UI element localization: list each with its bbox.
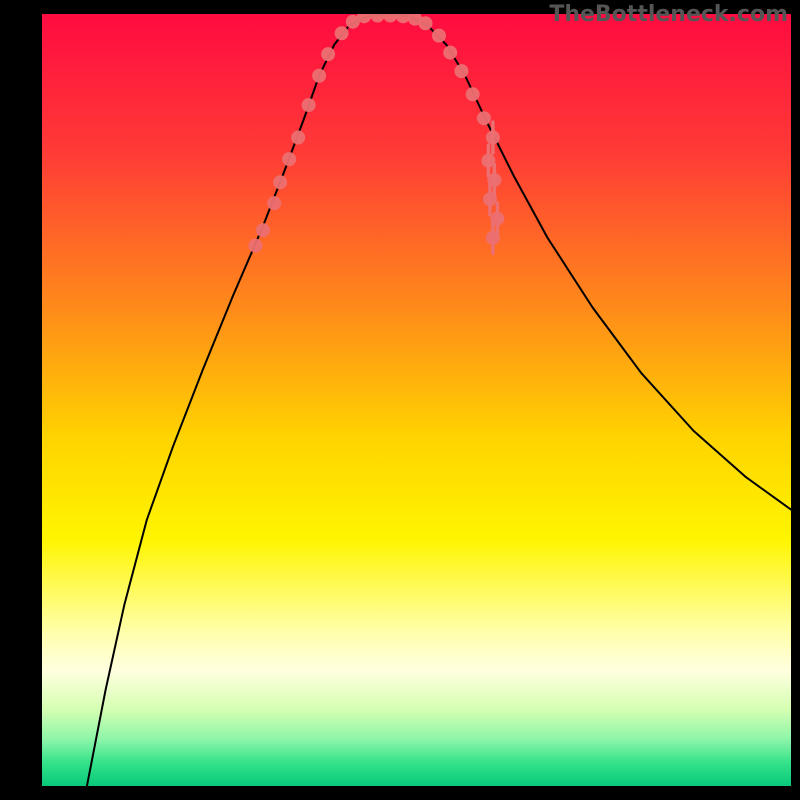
data-marker: [418, 16, 432, 30]
data-marker: [282, 152, 296, 166]
data-marker: [466, 87, 480, 101]
data-marker: [443, 46, 457, 60]
data-marker: [256, 223, 270, 237]
data-marker: [267, 196, 281, 210]
stage: TheBottleneck.com: [0, 0, 800, 800]
data-marker: [454, 64, 468, 78]
data-marker: [312, 69, 326, 83]
chart-plot-area: [42, 14, 791, 786]
data-marker: [371, 14, 385, 23]
data-marker: [302, 98, 316, 112]
data-marker: [481, 154, 495, 168]
data-marker: [486, 231, 500, 245]
data-marker: [490, 212, 504, 226]
data-marker: [321, 47, 335, 61]
data-marker: [483, 192, 497, 206]
data-marker: [383, 14, 397, 23]
data-marker: [291, 131, 305, 145]
data-marker: [248, 239, 262, 253]
data-marker: [486, 131, 500, 145]
watermark-text: TheBottleneck.com: [549, 2, 788, 27]
data-marker: [273, 175, 287, 189]
data-marker: [487, 173, 501, 187]
data-marker: [432, 29, 446, 43]
data-marker: [396, 14, 410, 23]
data-marker: [477, 111, 491, 125]
bottleneck-curve: [87, 14, 791, 786]
chart-svg: [42, 14, 791, 786]
data-marker: [335, 26, 349, 40]
